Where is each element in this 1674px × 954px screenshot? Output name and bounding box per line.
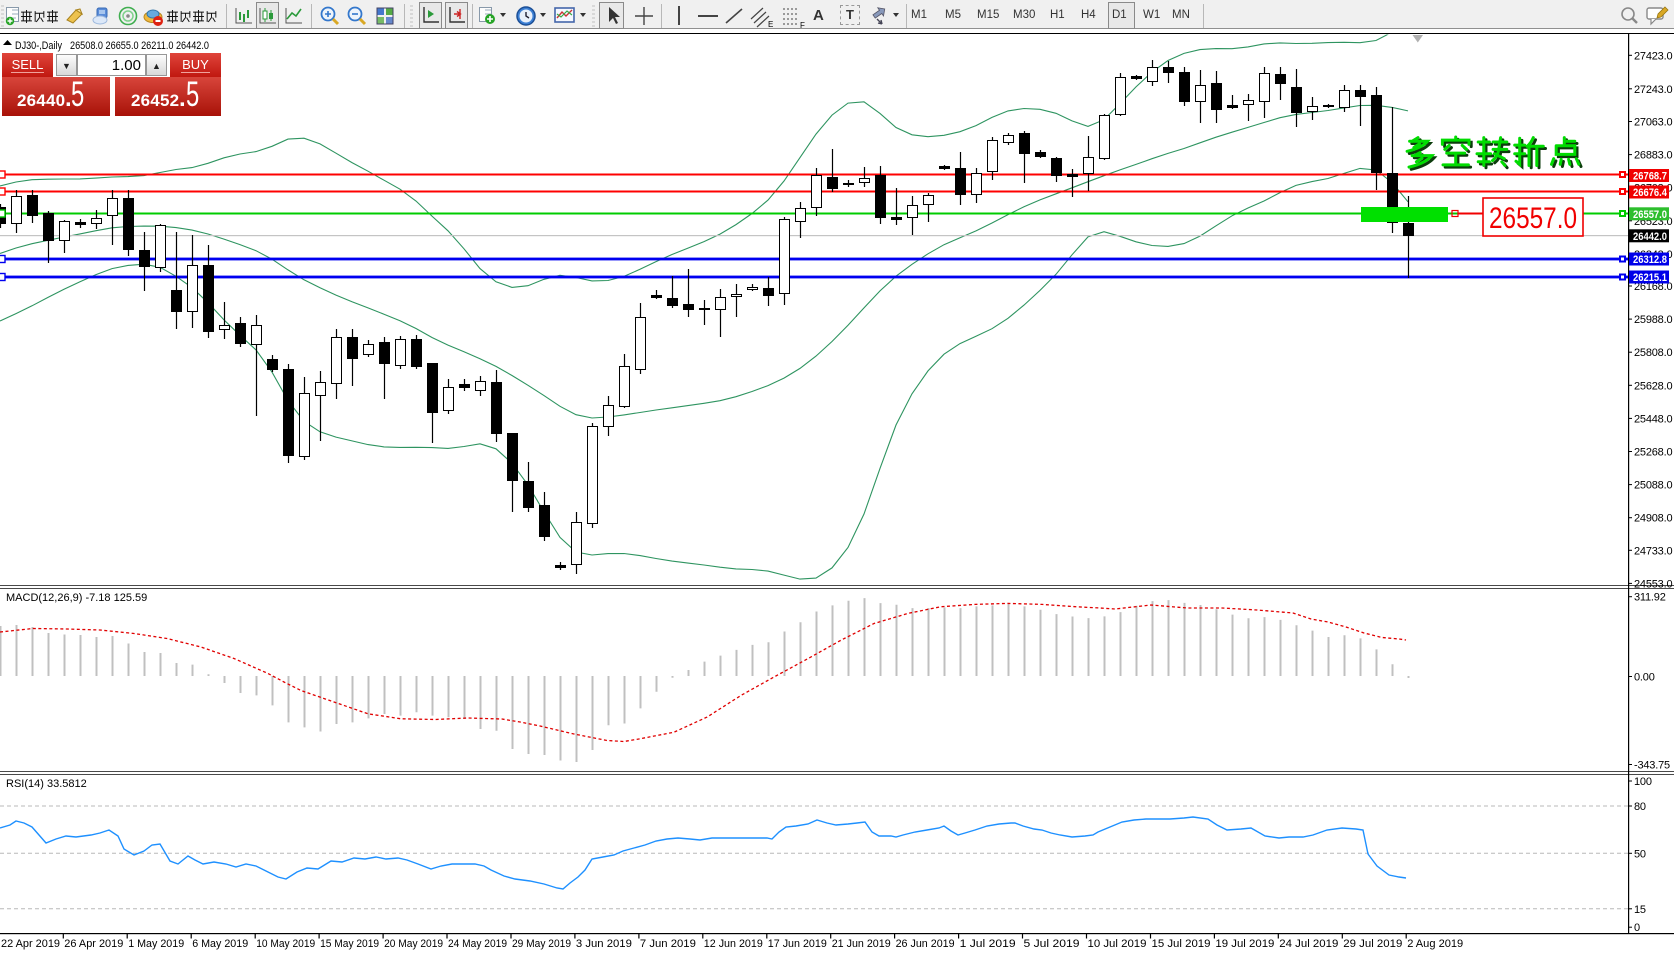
svg-text:25808.0: 25808.0 [1634,347,1672,359]
svg-text:25628.0: 25628.0 [1634,380,1672,392]
svg-text:26883.0: 26883.0 [1634,150,1672,162]
svg-text:22 Apr 2019: 22 Apr 2019 [1,938,60,950]
svg-text:29 Jul 2019: 29 Jul 2019 [1343,938,1402,950]
svg-text:25088.0: 25088.0 [1634,480,1672,492]
svg-text:27423.0: 27423.0 [1634,50,1672,62]
svg-text:100: 100 [1634,776,1652,788]
svg-text:10 Jul 2019: 10 Jul 2019 [1088,938,1147,950]
svg-text:26557.0: 26557.0 [1633,209,1667,221]
svg-text:24553.0: 24553.0 [1634,578,1672,590]
svg-text:21 Jun 2019: 21 Jun 2019 [832,938,891,950]
svg-text:0.00: 0.00 [1634,672,1655,684]
svg-text:25448.0: 25448.0 [1634,413,1672,425]
svg-text:24908.0: 24908.0 [1634,513,1672,525]
svg-text:0: 0 [1634,922,1640,934]
svg-text:1 May 2019: 1 May 2019 [128,938,184,950]
svg-text:10 May 2019: 10 May 2019 [256,938,315,950]
svg-text:26 Apr 2019: 26 Apr 2019 [64,938,123,950]
svg-text:12 Jun 2019: 12 Jun 2019 [704,938,763,950]
svg-text:26508.0 26655.0 26211.0 26442.: 26508.0 26655.0 26211.0 26442.0 [70,40,209,52]
svg-text:15 May 2019: 15 May 2019 [320,938,379,950]
svg-text:26312.8: 26312.8 [1633,254,1667,266]
svg-text:E: E [768,20,773,29]
svg-text:27063.0: 27063.0 [1634,117,1672,129]
svg-text:29 May 2019: 29 May 2019 [512,938,571,950]
svg-text:24 May 2019: 24 May 2019 [448,938,507,950]
svg-text:F: F [800,21,805,30]
svg-text:24 Jul 2019: 24 Jul 2019 [1279,938,1338,950]
svg-text:6 May 2019: 6 May 2019 [192,938,248,950]
svg-text:24733.0: 24733.0 [1634,545,1672,557]
svg-text:26215.1: 26215.1 [1633,272,1667,284]
svg-text:7 Jun 2019: 7 Jun 2019 [640,938,696,950]
svg-text:80: 80 [1634,801,1646,813]
svg-text:50: 50 [1634,848,1646,860]
svg-text:25988.0: 25988.0 [1634,314,1672,326]
svg-text:DJ30-,Daily: DJ30-,Daily [15,40,62,52]
svg-text:RSI(14) 33.5812: RSI(14) 33.5812 [6,778,87,790]
svg-text:26676.4: 26676.4 [1633,187,1668,199]
svg-text:15: 15 [1634,904,1646,916]
svg-text:27243.0: 27243.0 [1634,84,1672,96]
svg-text:25268.0: 25268.0 [1634,447,1672,459]
svg-text:5 Jul 2019: 5 Jul 2019 [1024,938,1080,950]
svg-text:1 Jul 2019: 1 Jul 2019 [960,938,1016,950]
svg-text:17 Jun 2019: 17 Jun 2019 [768,938,827,950]
svg-text:-343.75: -343.75 [1634,760,1670,772]
svg-text:26 Jun 2019: 26 Jun 2019 [896,938,955,950]
svg-text:26168.0: 26168.0 [1634,281,1672,293]
svg-text:20 May 2019: 20 May 2019 [384,938,443,950]
svg-text:26557.0: 26557.0 [1489,202,1577,235]
svg-text:26768.7: 26768.7 [1633,171,1667,183]
svg-text:2 Aug 2019: 2 Aug 2019 [1407,938,1463,950]
svg-text:19 Jul 2019: 19 Jul 2019 [1215,938,1274,950]
svg-text:3 Jun 2019: 3 Jun 2019 [576,938,632,950]
svg-text:15 Jul 2019: 15 Jul 2019 [1152,938,1211,950]
svg-text:MACD(12,26,9) -7.18 125.59: MACD(12,26,9) -7.18 125.59 [6,592,147,604]
svg-text:311.92: 311.92 [1634,592,1666,604]
svg-text:26442.0: 26442.0 [1633,231,1667,243]
